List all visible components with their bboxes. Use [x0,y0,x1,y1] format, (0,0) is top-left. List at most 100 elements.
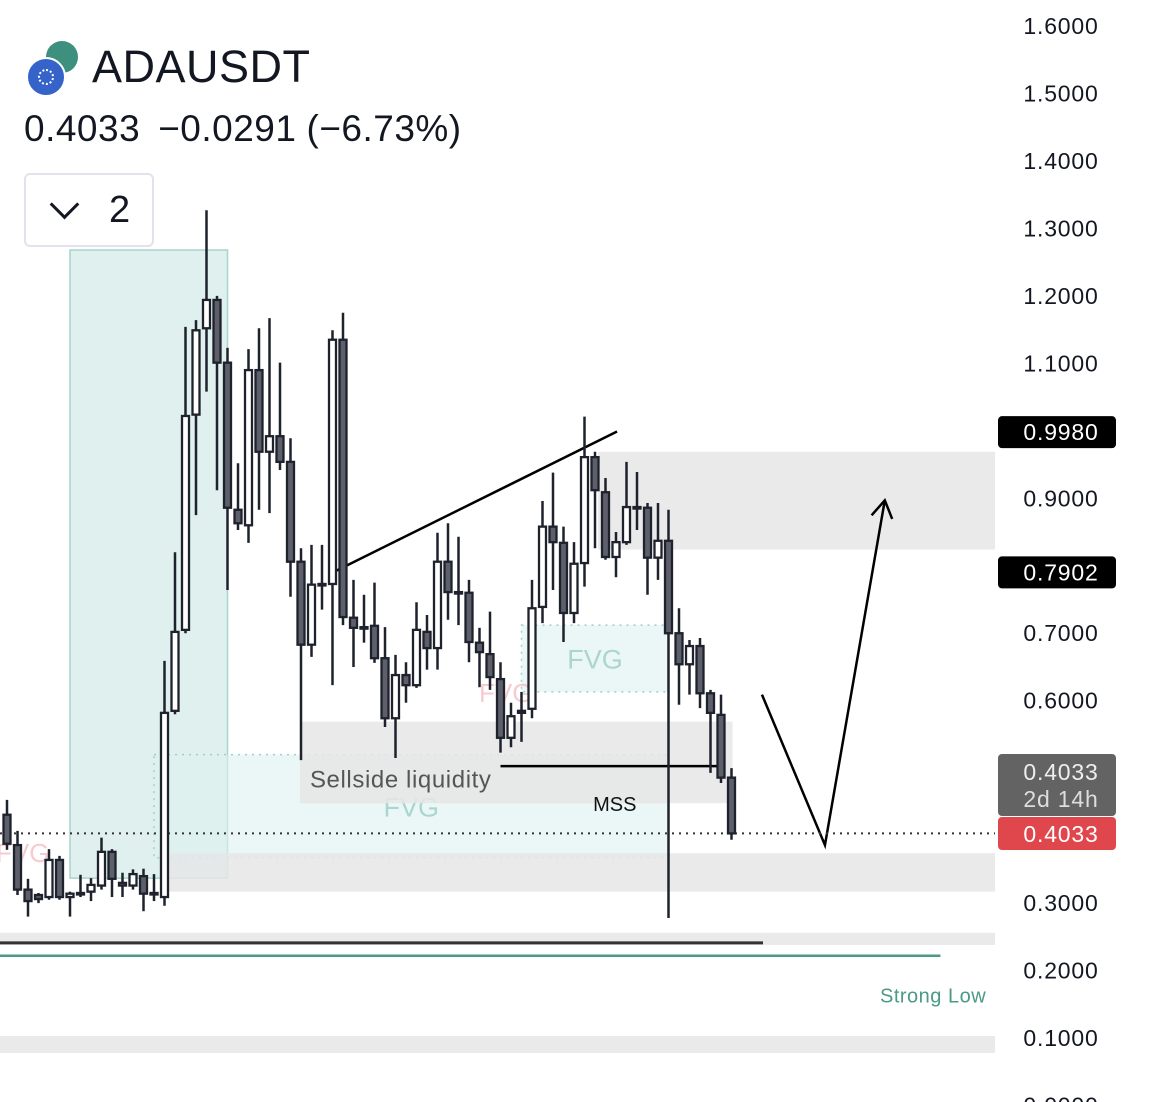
bearish-candle-body [12,843,23,891]
price-axis-label: 1.1000 [1023,350,1098,376]
candle [600,478,611,560]
candle [464,579,474,663]
price-axis-label: 0.2000 [1023,958,1098,984]
bullish-candle-body [432,560,443,650]
candle [716,694,726,784]
price-change-percent: (−6.73%) [306,108,462,149]
symbol-header: ADAUSDT 0.4033 −0.0291 (−6.73%) [24,38,480,150]
candle [558,526,569,643]
candle [285,438,296,597]
price-axis-label: 0.3000 [1023,890,1098,916]
cardano-icon [26,57,66,97]
candle [485,611,495,690]
candle [506,702,516,748]
candle [138,868,149,912]
candle [180,326,191,634]
candle [233,463,243,531]
bullish-candle-body [653,539,663,559]
strong-low-label: Strong Low [880,986,986,1008]
bullish-candle-body [684,644,695,666]
bullish-candle-body [243,368,254,527]
candle [432,532,443,670]
candle [65,891,75,917]
candle [453,536,464,626]
symbol-logo [24,39,84,97]
candle [380,627,390,728]
candle [527,579,537,719]
bearish-candle-body [485,652,495,679]
candle [54,855,65,900]
bearish-candle-body [590,455,600,492]
candle [632,471,642,531]
candle [222,347,233,591]
candle [212,295,222,491]
bearish-candle-body [453,590,464,595]
bearish-candle-body [716,713,726,779]
bearish-candle-body [663,539,674,635]
bearish-candle-body [600,491,611,559]
candle [128,869,138,890]
bearish-candle-body [117,881,128,887]
bearish-candle-body [401,673,411,687]
candle [579,416,590,587]
bearish-candle-body [348,616,359,629]
price-axis-label: 0.7000 [1023,620,1098,646]
candle [86,878,96,902]
price-axis-label: 1.3000 [1023,215,1098,241]
candle [422,615,432,670]
bearish-candle-body [674,632,684,666]
candle [653,503,663,580]
bearish-candle-body [107,850,117,880]
bearish-candle-body [222,361,233,509]
bullish-candle-body [579,455,590,565]
bearish-candle-body [695,644,705,695]
indicators-toggle-button[interactable]: 2 [24,173,154,247]
bullish-candle-body [96,850,107,887]
bearish-candle-body [422,630,432,650]
bearish-candle-body [233,508,243,525]
candle [705,689,716,773]
bearish-candle-body [474,641,485,654]
bar-countdown: 2d 14h [1023,786,1098,812]
bullish-candle-body [264,435,275,453]
candle [338,312,348,626]
fvg-label: FVG [567,645,623,675]
price-change: −0.0291 [158,108,297,149]
price-summary: 0.4033 −0.0291 (−6.73%) [24,108,480,150]
symbol-name[interactable]: ADAUSDT [92,41,311,92]
bearish-candle-body [705,692,716,714]
current-price-tag [998,817,1116,850]
bearish-candle-body [338,338,348,619]
bearish-candle-body [632,505,642,510]
bullish-candle-body [128,872,138,887]
candle [264,318,275,514]
faded-fvg-label: FVG [479,678,532,708]
bullish-candle-body [411,628,422,687]
candle [695,637,705,709]
bullish-candle-body [527,607,537,710]
bullish-candle-body [191,329,201,416]
supply-box [598,451,995,550]
band-zone [0,1036,995,1053]
mss-label: MSS [593,794,636,816]
price-level-tag-label: 0.7902 [1023,559,1098,585]
bullish-candle-body [170,630,180,712]
bearish-candle-body [285,460,296,563]
candle [390,654,401,759]
countdown-tag [998,754,1116,816]
candle [254,328,264,510]
price-axis-label: 1.2000 [1023,283,1098,309]
trendline [336,430,618,572]
candle [663,509,674,918]
bullish-candle-body [621,505,632,544]
price-level-tag [998,556,1116,589]
candle [726,768,737,840]
candles [2,210,737,918]
candle [275,362,285,470]
candle [96,837,107,890]
band-box [0,1036,995,1053]
candle [243,349,254,543]
chevron-down-icon [49,189,80,219]
candle [159,660,170,906]
